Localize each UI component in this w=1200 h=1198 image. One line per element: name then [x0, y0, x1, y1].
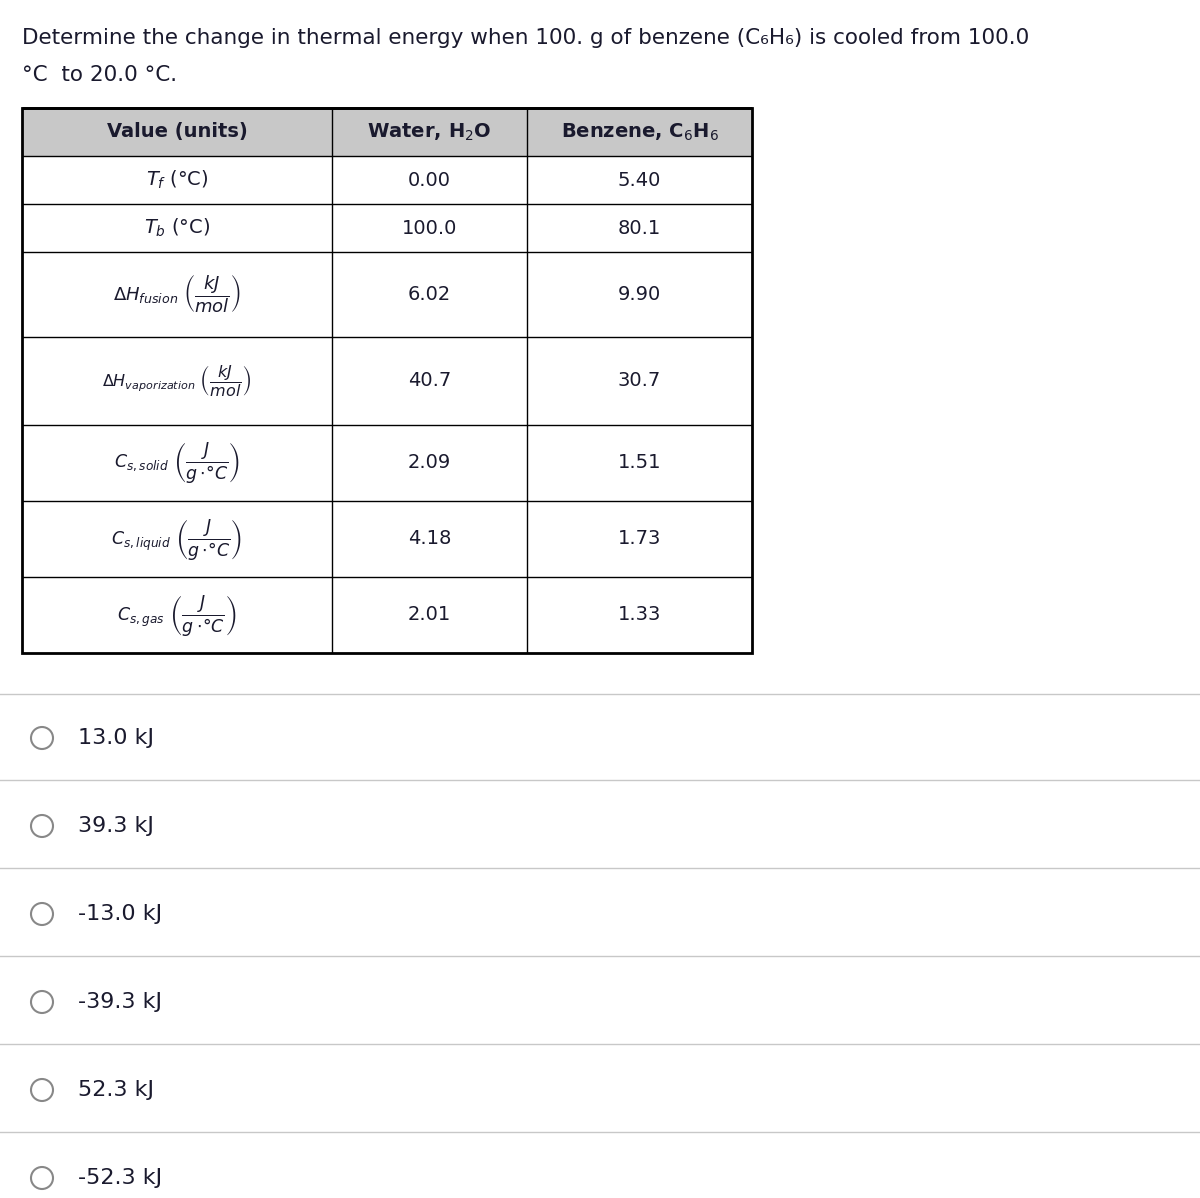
Text: Value (units): Value (units)	[107, 122, 247, 141]
Text: $T_f$ (°C): $T_f$ (°C)	[145, 169, 209, 192]
Text: 9.90: 9.90	[618, 285, 661, 304]
Text: °C  to 20.0 °C.: °C to 20.0 °C.	[22, 65, 178, 85]
Text: Determine the change in thermal energy when 100. g of benzene (C₆H₆) is cooled f: Determine the change in thermal energy w…	[22, 28, 1030, 48]
Text: 30.7: 30.7	[618, 371, 661, 391]
Text: 0.00: 0.00	[408, 170, 451, 189]
Text: $\Delta H_{fusion}\ \left(\dfrac{kJ}{mol}\right)$: $\Delta H_{fusion}\ \left(\dfrac{kJ}{mol…	[113, 273, 241, 315]
Text: Water, H$_2$O: Water, H$_2$O	[367, 121, 492, 143]
Text: $C_{s,solid}\ \left(\dfrac{J}{g \cdot\! °C}\right)$: $C_{s,solid}\ \left(\dfrac{J}{g \cdot\! …	[114, 441, 240, 485]
Text: $C_{s,gas}\ \left(\dfrac{J}{g \cdot\! °C}\right)$: $C_{s,gas}\ \left(\dfrac{J}{g \cdot\! °C…	[118, 593, 236, 637]
Text: 1.73: 1.73	[618, 530, 661, 549]
Text: Benzene, C$_6$H$_6$: Benzene, C$_6$H$_6$	[560, 121, 719, 143]
Text: $\Delta H_{vaporization}\ \left(\dfrac{kJ}{mol}\right)$: $\Delta H_{vaporization}\ \left(\dfrac{k…	[102, 363, 252, 399]
Text: -39.3 kJ: -39.3 kJ	[78, 992, 162, 1012]
Text: 1.33: 1.33	[618, 605, 661, 624]
Text: 39.3 kJ: 39.3 kJ	[78, 816, 154, 836]
Text: -52.3 kJ: -52.3 kJ	[78, 1168, 162, 1188]
Bar	[22, 108, 752, 156]
Text: 4.18: 4.18	[408, 530, 451, 549]
Text: 80.1: 80.1	[618, 218, 661, 237]
Bar	[22, 108, 752, 653]
Text: 40.7: 40.7	[408, 371, 451, 391]
Text: 13.0 kJ: 13.0 kJ	[78, 728, 154, 748]
Text: 5.40: 5.40	[618, 170, 661, 189]
Text: 2.09: 2.09	[408, 454, 451, 472]
Text: 6.02: 6.02	[408, 285, 451, 304]
Text: 100.0: 100.0	[402, 218, 457, 237]
Text: $C_{s,liquid}\ \left(\dfrac{J}{g \cdot\! °C}\right)$: $C_{s,liquid}\ \left(\dfrac{J}{g \cdot\!…	[112, 516, 242, 562]
Text: 2.01: 2.01	[408, 605, 451, 624]
Text: $T_b$ (°C): $T_b$ (°C)	[144, 217, 210, 240]
Text: -13.0 kJ: -13.0 kJ	[78, 904, 162, 924]
Text: 52.3 kJ: 52.3 kJ	[78, 1081, 154, 1100]
Text: 1.51: 1.51	[618, 454, 661, 472]
